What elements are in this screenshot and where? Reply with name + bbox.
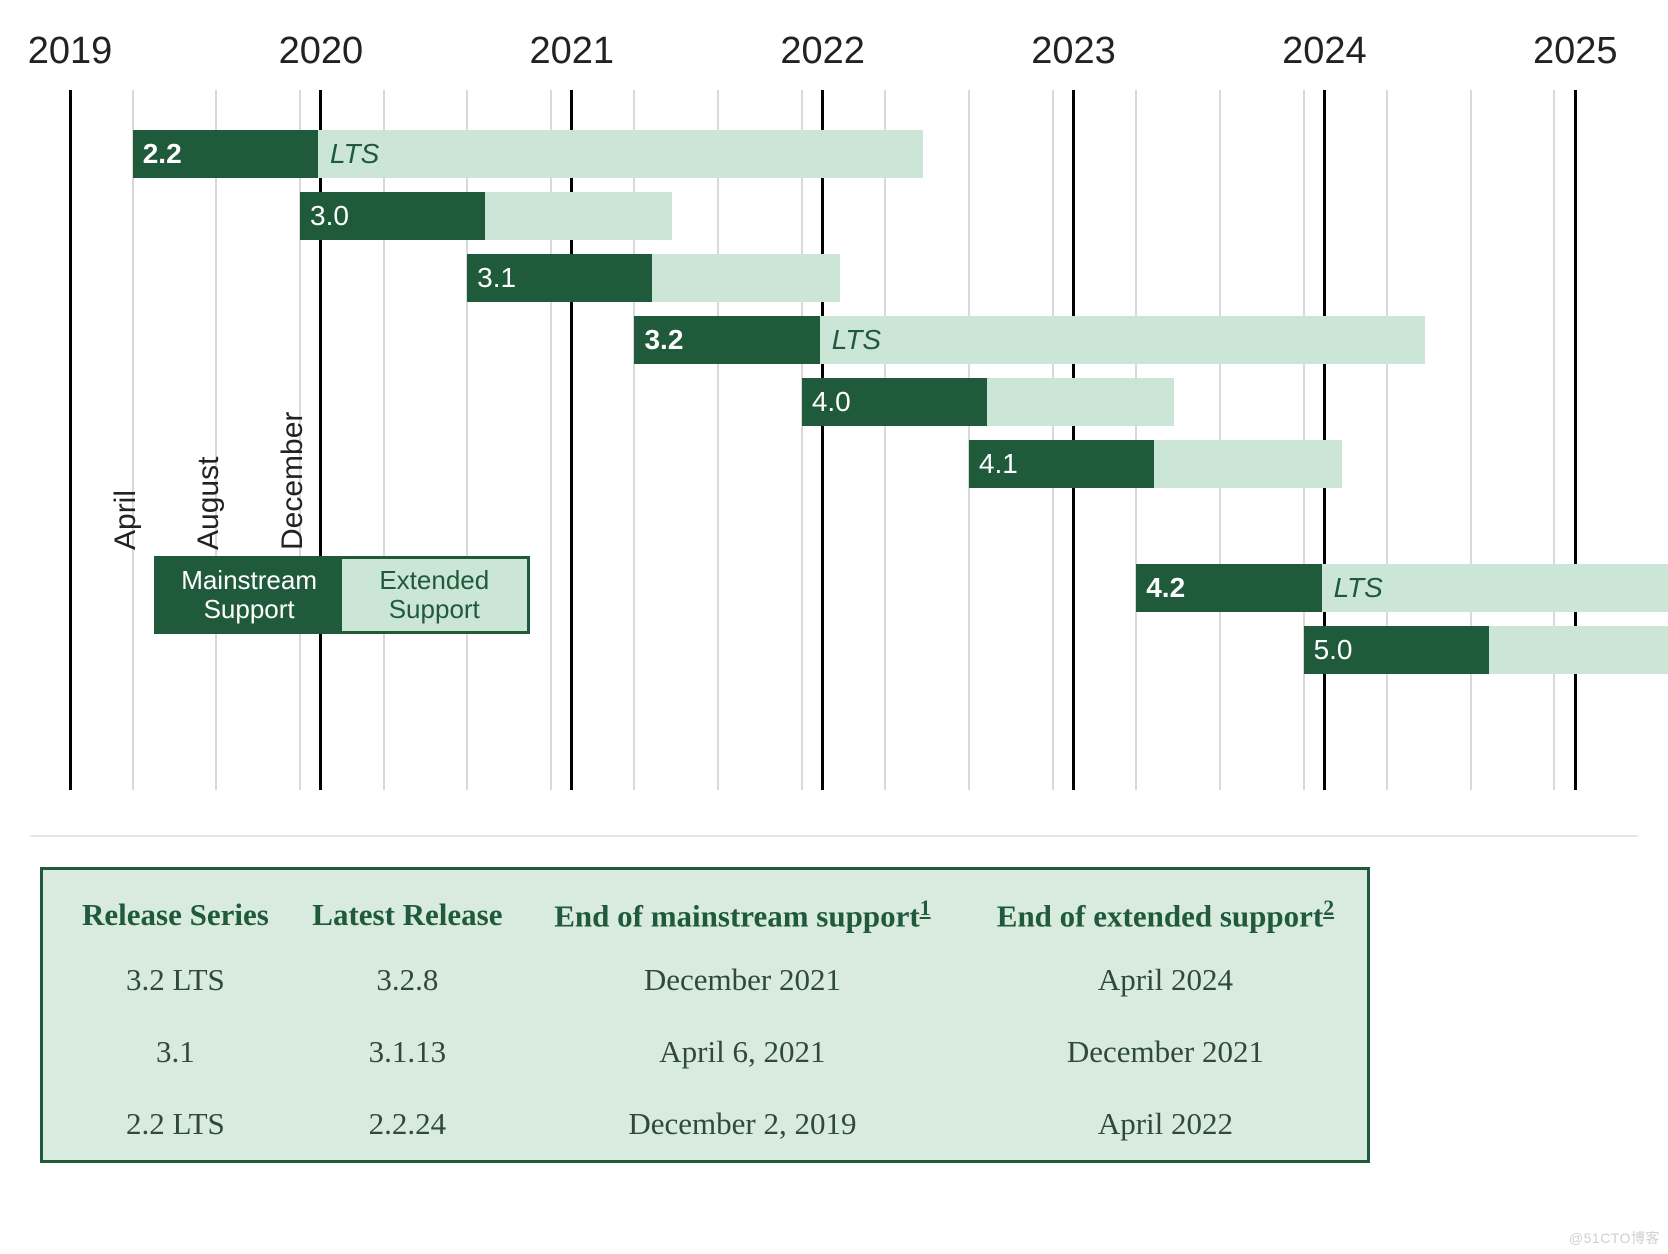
mainstream-segment: 4.0 xyxy=(802,378,987,426)
gridline-minor xyxy=(801,90,803,790)
gridline-minor xyxy=(717,90,719,790)
month-label: December xyxy=(276,390,310,550)
extended-segment xyxy=(652,254,839,302)
table-row: 2.2 LTS2.2.24December 2, 2019April 2022 xyxy=(42,1088,1369,1162)
release-bar: 5.0 xyxy=(1304,626,1668,674)
year-label: 2023 xyxy=(1031,30,1116,73)
gridline-minor xyxy=(1386,90,1388,790)
release-bar: 3.2LTS xyxy=(634,316,1425,364)
year-label: 2022 xyxy=(780,30,865,73)
gridline-minor xyxy=(884,90,886,790)
year-label: 2021 xyxy=(529,30,614,73)
mainstream-segment: 2.2 xyxy=(133,130,318,178)
col-end-mainstream: End of mainstream support1 xyxy=(521,869,964,945)
col-header-label: End of mainstream support xyxy=(554,898,919,933)
release-timeline-chart: 2019 2020 2021 2022 2023 2024 2025 April August D… xyxy=(30,30,1638,790)
extended-segment: LTS xyxy=(318,130,923,178)
table-cell: December 2, 2019 xyxy=(521,1088,964,1162)
year-label: 2024 xyxy=(1282,30,1367,73)
table-cell: 3.1 xyxy=(42,1016,294,1088)
table-cell: December 2021 xyxy=(521,944,964,1016)
col-end-extended: End of extended support2 xyxy=(964,869,1369,945)
mainstream-segment: 3.2 xyxy=(634,316,819,364)
mainstream-segment: 3.1 xyxy=(467,254,652,302)
table-cell: April 2022 xyxy=(964,1088,1369,1162)
mainstream-segment: 3.0 xyxy=(300,192,485,240)
table-cell: 2.2 LTS xyxy=(42,1088,294,1162)
gridline-year xyxy=(821,90,824,790)
col-header-label: End of extended support xyxy=(997,898,1323,933)
footnote-ref: 1 xyxy=(920,896,931,920)
release-bar: 2.2LTS xyxy=(133,130,924,178)
legend-mainstream: MainstreamSupport xyxy=(157,559,342,631)
footnote-ref: 2 xyxy=(1323,896,1334,920)
table-cell: 3.2 LTS xyxy=(42,944,294,1016)
extended-segment: LTS xyxy=(820,316,1425,364)
table-cell: 2.2.24 xyxy=(294,1088,521,1162)
release-bar: 4.2LTS xyxy=(1136,564,1668,612)
extended-segment xyxy=(987,378,1174,426)
extended-segment xyxy=(1489,626,1668,674)
table-row: 3.13.1.13April 6, 2021December 2021 xyxy=(42,1016,1369,1088)
col-header-label: Latest Release xyxy=(312,897,502,932)
legend: MainstreamSupportExtendedSupport xyxy=(154,556,530,634)
table-cell: April 2024 xyxy=(964,944,1369,1016)
month-label: August xyxy=(192,390,226,550)
section-divider xyxy=(30,835,1638,837)
table-cell: 3.1.13 xyxy=(294,1016,521,1088)
release-bar: 3.0 xyxy=(300,192,672,240)
col-release-series: Release Series xyxy=(42,869,294,945)
year-label: 2019 xyxy=(28,30,113,73)
col-header-label: Release Series xyxy=(82,897,269,932)
gridline-year xyxy=(1574,90,1577,790)
extended-segment xyxy=(485,192,672,240)
table-row: 3.2 LTS3.2.8December 2021April 2024 xyxy=(42,944,1369,1016)
gridline-year xyxy=(69,90,72,790)
release-bar: 4.1 xyxy=(969,440,1342,488)
release-table-wrap: Release Series Latest Release End of mai… xyxy=(40,867,1628,1163)
col-latest-release: Latest Release xyxy=(294,869,521,945)
mainstream-segment: 4.2 xyxy=(1136,564,1321,612)
month-label: April xyxy=(109,390,143,550)
table-cell: April 6, 2021 xyxy=(521,1016,964,1088)
extended-segment: LTS xyxy=(1322,564,1668,612)
mainstream-segment: 4.1 xyxy=(969,440,1154,488)
table-header-row: Release Series Latest Release End of mai… xyxy=(42,869,1369,945)
legend-extended: ExtendedSupport xyxy=(342,559,527,631)
year-label: 2025 xyxy=(1533,30,1618,73)
mainstream-segment: 5.0 xyxy=(1304,626,1489,674)
gridline-minor xyxy=(1553,90,1555,790)
extended-segment xyxy=(1154,440,1341,488)
release-bar: 4.0 xyxy=(802,378,1174,426)
release-bar: 3.1 xyxy=(467,254,840,302)
table-cell: 3.2.8 xyxy=(294,944,521,1016)
table-cell: December 2021 xyxy=(964,1016,1369,1088)
gridline-minor xyxy=(1470,90,1472,790)
release-table: Release Series Latest Release End of mai… xyxy=(40,867,1370,1163)
watermark: @51CTO博客 xyxy=(1569,1228,1660,1248)
year-label: 2020 xyxy=(279,30,364,73)
